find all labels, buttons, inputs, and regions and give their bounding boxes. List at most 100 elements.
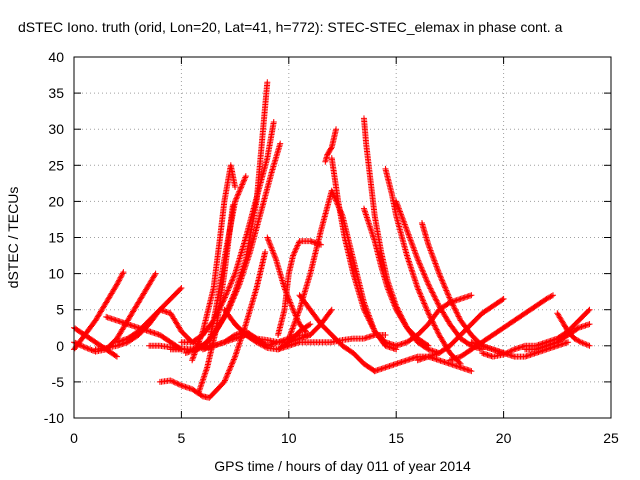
- data-point: [191, 351, 198, 358]
- data-point: [286, 334, 293, 341]
- data-point: [231, 294, 238, 301]
- data-point: [230, 273, 237, 280]
- data-point: [236, 188, 243, 195]
- series-arc-23: [328, 155, 400, 349]
- data-point: [112, 352, 119, 359]
- data-point: [318, 241, 325, 248]
- data-point: [302, 327, 309, 334]
- data-point: [238, 184, 245, 191]
- data-point: [232, 198, 239, 205]
- data-point: [289, 326, 296, 333]
- series-arc-24: [296, 292, 378, 375]
- series-arc-08: [156, 248, 269, 401]
- data-point: [265, 237, 272, 244]
- data-point: [120, 269, 127, 276]
- data-point: [233, 195, 240, 202]
- data-point: [231, 292, 238, 299]
- data-point: [113, 282, 120, 289]
- data-point: [290, 306, 297, 313]
- data-point: [200, 376, 207, 383]
- data-point: [241, 177, 248, 184]
- data-point: [295, 240, 302, 247]
- data-point: [286, 332, 293, 339]
- data-point: [223, 374, 230, 381]
- series-arc-22: [322, 126, 340, 165]
- data-point: [223, 373, 230, 380]
- data-point: [223, 291, 230, 298]
- y-axis-label: dSTEC / TECUs: [5, 187, 21, 289]
- data-point: [291, 249, 298, 256]
- data-point: [226, 305, 233, 312]
- data-point: [224, 288, 231, 295]
- data-point: [200, 374, 207, 381]
- data-point: [234, 287, 241, 294]
- data-point: [229, 298, 236, 305]
- data-point: [87, 346, 94, 353]
- data-point: [272, 254, 279, 261]
- data-point: [290, 252, 297, 259]
- data-point: [285, 335, 292, 342]
- data-point: [266, 238, 273, 245]
- data-point: [76, 341, 83, 348]
- data-point: [361, 308, 368, 315]
- data-point: [260, 342, 267, 349]
- data-point: [115, 278, 122, 285]
- data-point: [238, 182, 245, 189]
- data-point: [233, 288, 240, 295]
- data-point: [364, 313, 371, 320]
- data-point: [194, 342, 201, 349]
- data-point: [267, 243, 274, 250]
- data-point: [118, 273, 125, 280]
- data-point: [118, 271, 125, 278]
- data-point: [196, 337, 203, 344]
- data-point: [236, 187, 243, 194]
- data-point: [77, 342, 84, 349]
- data-point: [198, 382, 205, 389]
- data-point: [293, 315, 300, 322]
- y-tick-label: 25: [48, 157, 64, 173]
- data-point: [267, 241, 274, 248]
- x-axis-label: GPS time / hours of day 011 of year 2014: [214, 458, 471, 474]
- data-point: [226, 283, 233, 290]
- data-point: [240, 178, 247, 185]
- data-point: [262, 344, 269, 351]
- data-point: [270, 118, 277, 125]
- axis-ticks: 0 5 10 15 20 25 -10 -5 0 5 10 15 20 25 30 35 40: [44, 49, 619, 446]
- data-point: [289, 305, 296, 312]
- data-point: [197, 334, 204, 341]
- data-point: [294, 242, 301, 249]
- data-point: [286, 296, 293, 303]
- data-point: [366, 317, 373, 324]
- data-point: [253, 339, 260, 346]
- data-point: [199, 379, 206, 386]
- data-point: [227, 281, 234, 288]
- data-point: [227, 302, 234, 309]
- data-point: [223, 290, 230, 297]
- data-point: [199, 377, 206, 384]
- data-point: [270, 250, 277, 257]
- data-point: [328, 145, 335, 152]
- data-point: [268, 244, 275, 251]
- data-point: [286, 298, 293, 305]
- data-point: [113, 353, 120, 360]
- data-point: [289, 325, 296, 332]
- data-point: [203, 365, 210, 372]
- data-point: [84, 345, 91, 352]
- data-point: [222, 293, 229, 300]
- data-point: [75, 341, 82, 348]
- data-point: [239, 181, 246, 188]
- y-tick-label: -10: [44, 410, 64, 426]
- chart-title: dSTEC Iono. truth (orid, Lon=20, Lat=41,…: [18, 19, 563, 35]
- data-point: [196, 338, 203, 345]
- data-point: [266, 240, 273, 247]
- data-point: [228, 299, 235, 306]
- data-point: [292, 316, 299, 323]
- data-point: [116, 277, 123, 284]
- data-point: [230, 295, 237, 302]
- data-point: [195, 389, 202, 396]
- data-point: [229, 359, 236, 366]
- data-point: [230, 332, 237, 339]
- data-point: [232, 196, 239, 203]
- data-point: [79, 342, 86, 349]
- data-point: [72, 339, 79, 346]
